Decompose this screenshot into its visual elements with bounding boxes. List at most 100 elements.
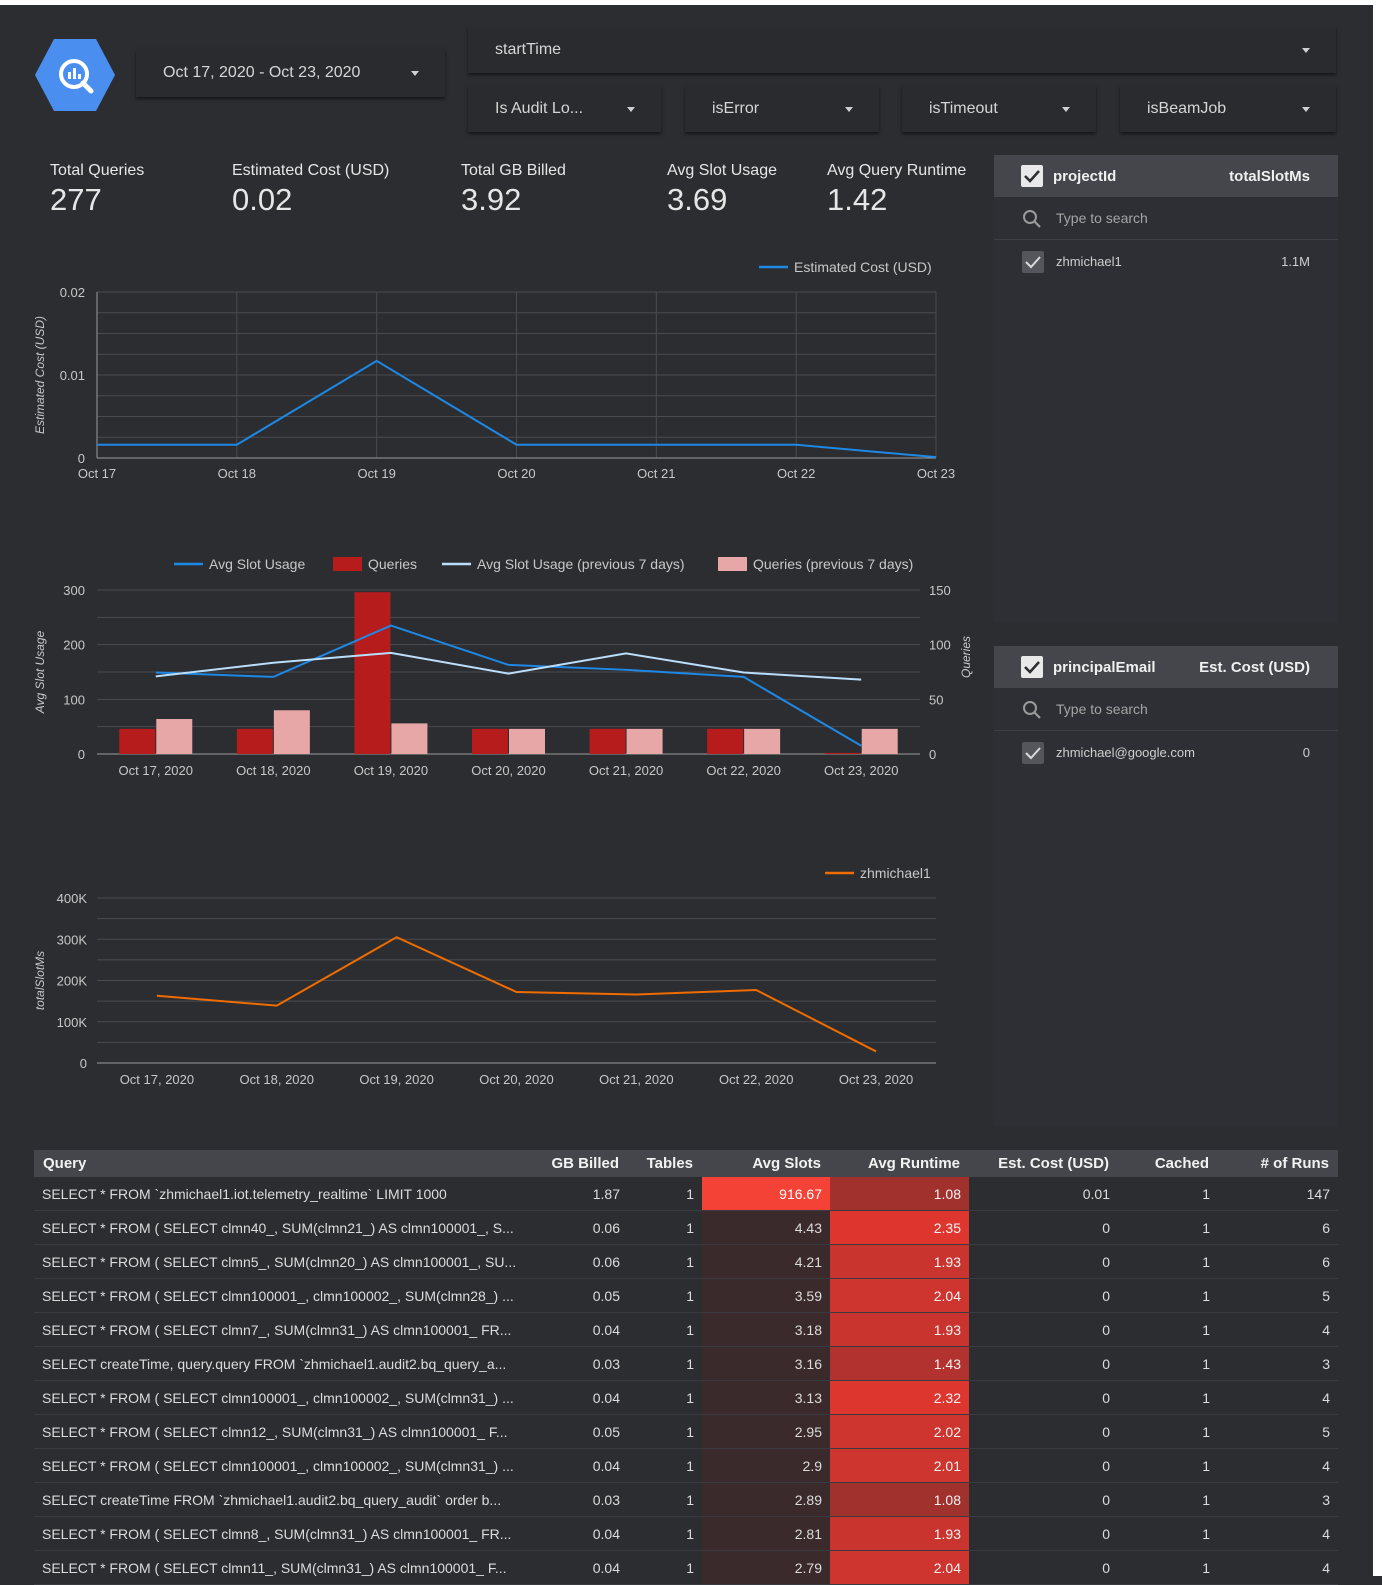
table-row[interactable]: SELECT createTime FROM `zhmichael1.audit…	[34, 1482, 1338, 1517]
table-cell: 0	[969, 1346, 1118, 1381]
table-cell: 0.04	[542, 1380, 628, 1415]
column-header[interactable]: Cached	[1118, 1150, 1218, 1177]
kpi-label: Total Queries	[50, 162, 145, 179]
x-tick-label: Oct 20	[497, 466, 535, 481]
table-row[interactable]: SELECT * FROM `zhmichael1.iot.telemetry_…	[34, 1177, 1338, 1211]
table-cell: 1	[1118, 1448, 1218, 1483]
y-tick-label: 200K	[57, 974, 88, 989]
y-tick-label: 0.01	[60, 368, 85, 383]
table-row[interactable]: SELECT createTime, query.query FROM `zhm…	[34, 1346, 1338, 1381]
item-checkbox[interactable]	[1022, 251, 1044, 273]
table-cell: 1.43	[830, 1346, 969, 1381]
column-header[interactable]: Avg Runtime	[830, 1150, 969, 1177]
bar-queries	[119, 728, 156, 754]
table-cell: SELECT * FROM ( SELECT clmn5_, SUM(clmn2…	[34, 1244, 542, 1279]
chevron-down-icon	[411, 71, 419, 76]
table-row[interactable]: SELECT * FROM ( SELECT clmn100001_, clmn…	[34, 1380, 1338, 1415]
kpi-label: Avg Query Runtime	[827, 162, 967, 179]
y-axis-label: Estimated Cost (USD)	[33, 316, 47, 434]
column-header[interactable]: Query	[34, 1150, 542, 1177]
table-cell: SELECT createTime, query.query FROM `zhm…	[34, 1346, 542, 1381]
table-cell: 1	[1118, 1380, 1218, 1415]
legend-label: Avg Slot Usage	[209, 556, 305, 572]
table-row[interactable]: SELECT * FROM ( SELECT clmn100001_, clmn…	[34, 1278, 1338, 1313]
table-cell: 2.81	[702, 1516, 830, 1551]
project-id-filter-header: projectId totalSlotMs	[994, 155, 1338, 197]
select-all-checkbox[interactable]	[1021, 656, 1043, 678]
principal-email-title: principalEmail	[1053, 658, 1156, 676]
legend-label: Estimated Cost (USD)	[794, 259, 932, 275]
x-tick-label: Oct 18, 2020	[240, 1072, 314, 1087]
table-row[interactable]: SELECT * FROM ( SELECT clmn8_, SUM(clmn3…	[34, 1516, 1338, 1551]
bar-queries-previous	[391, 723, 428, 754]
y-tick-label: 0.02	[60, 285, 85, 300]
principal-email-metric: Est. Cost (USD)	[1199, 658, 1310, 676]
table-cell: SELECT * FROM ( SELECT clmn40_, SUM(clmn…	[34, 1210, 542, 1245]
search-icon	[1023, 701, 1041, 719]
table-cell: SELECT * FROM ( SELECT clmn8_, SUM(clmn3…	[34, 1516, 542, 1551]
table-cell: SELECT * FROM ( SELECT clmn100001_, clmn…	[34, 1278, 542, 1313]
table-row[interactable]: SELECT * FROM ( SELECT clmn7_, SUM(clmn3…	[34, 1312, 1338, 1347]
dimension-selector[interactable]: startTime	[468, 27, 1336, 73]
column-header[interactable]: GB Billed	[542, 1150, 628, 1177]
column-header[interactable]: Tables	[628, 1150, 702, 1177]
table-row[interactable]: SELECT * FROM ( SELECT clmn11_, SUM(clmn…	[34, 1550, 1338, 1585]
item-value: 1.1M	[1281, 254, 1310, 269]
table-cell: 2.35	[830, 1210, 969, 1245]
date-range-value: Oct 17, 2020 - Oct 23, 2020	[163, 64, 361, 81]
table-cell: 4	[1218, 1516, 1338, 1551]
filter-is-timeout[interactable]: isTimeout	[902, 86, 1096, 132]
table-cell: 3	[1218, 1482, 1338, 1517]
x-tick-label: Oct 22, 2020	[719, 1072, 793, 1087]
list-item[interactable]: zhmichael@google.com 0	[994, 731, 1338, 773]
item-checkbox[interactable]	[1022, 742, 1044, 764]
top-window-edge	[0, 0, 1382, 5]
table-cell: SELECT * FROM `zhmichael1.iot.telemetry_…	[34, 1177, 542, 1211]
y2-axis-label: Queries	[959, 636, 973, 678]
filter-label: isTimeout	[929, 100, 998, 117]
column-header[interactable]: Avg Slots	[702, 1150, 830, 1177]
right-window-edge	[1373, 0, 1382, 1576]
series-line-zhmichael1	[156, 936, 877, 1053]
table-cell: 1.93	[830, 1312, 969, 1347]
table-cell: 0.05	[542, 1278, 628, 1313]
legend-label: Queries (previous 7 days)	[753, 556, 913, 572]
bar-queries	[354, 592, 391, 754]
bar-queries-previous	[861, 728, 898, 754]
date-range-picker[interactable]: Oct 17, 2020 - Oct 23, 2020	[136, 49, 445, 97]
table-cell: 1	[1118, 1550, 1218, 1585]
y-tick-label: 300	[63, 583, 85, 598]
filter-is-error[interactable]: isError	[685, 86, 879, 132]
table-cell: 2.02	[830, 1414, 969, 1449]
x-tick-label: Oct 18	[218, 466, 256, 481]
filter-is-beam-job[interactable]: isBeamJob	[1120, 86, 1336, 132]
table-row[interactable]: SELECT * FROM ( SELECT clmn100001_, clmn…	[34, 1448, 1338, 1483]
estimated-cost-chart: 0 0.01 0.02 Oct 17 Oct 18 Oct 19 Oct 20 Oct 21 O…	[33, 259, 955, 481]
table-row[interactable]: SELECT * FROM ( SELECT clmn12_, SUM(clmn…	[34, 1414, 1338, 1449]
filter-is-audit-log[interactable]: Is Audit Lo...	[468, 86, 661, 132]
table-cell: 2.79	[702, 1550, 830, 1585]
table-row[interactable]: SELECT * FROM ( SELECT clmn5_, SUM(clmn2…	[34, 1244, 1338, 1279]
series-line-avg-slot-usage	[155, 624, 862, 747]
kpi-total-queries: Total Queries 277	[50, 162, 144, 218]
kpi-value: 1.42	[827, 182, 888, 217]
table-cell: 0.04	[542, 1516, 628, 1551]
kpi-value: 3.92	[461, 182, 522, 217]
table-cell: 3	[1218, 1346, 1338, 1381]
principal-email-search[interactable]: Type to search	[994, 688, 1338, 731]
column-header[interactable]: # of Runs	[1218, 1150, 1338, 1177]
y-tick-label: 100K	[57, 1015, 88, 1030]
kpi-label: Avg Slot Usage	[667, 162, 777, 179]
list-item[interactable]: zhmichael1 1.1M	[994, 240, 1338, 282]
chevron-down-icon	[1302, 107, 1310, 112]
table-cell: SELECT createTime FROM `zhmichael1.audit…	[34, 1482, 542, 1517]
table-cell: 1.87	[542, 1177, 628, 1211]
column-header[interactable]: Est. Cost (USD)	[969, 1150, 1118, 1177]
table-cell: 0.04	[542, 1448, 628, 1483]
table-row[interactable]: SELECT * FROM ( SELECT clmn40_, SUM(clmn…	[34, 1210, 1338, 1245]
table-cell: 0	[969, 1482, 1118, 1517]
y2-tick-label: 150	[929, 583, 951, 598]
table-cell: 0	[969, 1448, 1118, 1483]
project-id-search[interactable]: Type to search	[994, 197, 1338, 240]
select-all-checkbox[interactable]	[1021, 165, 1043, 187]
